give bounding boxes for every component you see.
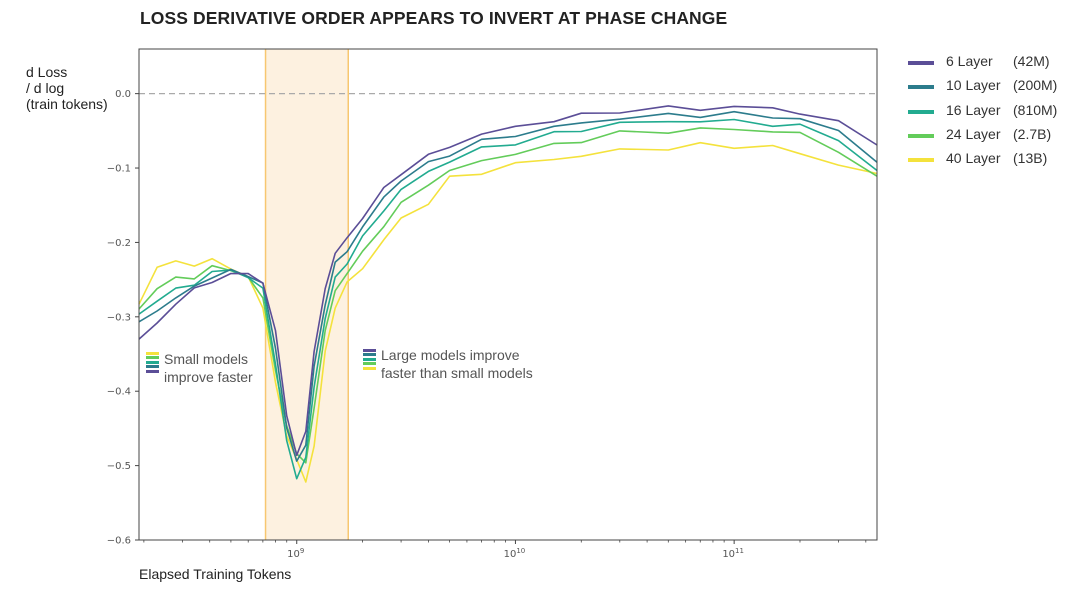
legend-params: (810M) bbox=[1013, 101, 1058, 118]
plot-frame bbox=[138, 48, 878, 541]
annotation-swatch bbox=[146, 365, 159, 369]
series-line-24-layer bbox=[138, 127, 878, 464]
annotation-large-models: Large models improve faster than small m… bbox=[363, 346, 533, 382]
y-tick-label: 0.0 bbox=[115, 89, 131, 100]
legend-label: 6 Layer bbox=[946, 53, 993, 69]
series-line-10-layer bbox=[138, 110, 878, 462]
legend-label: 10 Layer bbox=[946, 77, 1001, 94]
annotation-text-line: improve faster bbox=[164, 369, 253, 385]
y-axis-label: d Loss / d log (train tokens) bbox=[26, 64, 108, 112]
annotation-swatch bbox=[363, 366, 376, 370]
legend-params: (200M) bbox=[1013, 77, 1058, 94]
annotation-text-line: faster than small models bbox=[381, 365, 533, 381]
annotation-swatch bbox=[363, 362, 376, 366]
y-tick-label: −0.4 bbox=[107, 387, 131, 398]
x-tick-label: 1011 bbox=[722, 547, 744, 560]
y-tick-label: −0.1 bbox=[107, 164, 131, 175]
annotation-swatch bbox=[363, 353, 376, 357]
legend-params: (2.7B) bbox=[1013, 125, 1052, 142]
y-tick-label: −0.2 bbox=[107, 238, 131, 249]
y-axis-label-line-3: (train tokens) bbox=[26, 96, 108, 112]
y-tick-label: −0.6 bbox=[107, 536, 131, 547]
annotation-swatch bbox=[146, 369, 159, 373]
x-axis-label: Elapsed Training Tokens bbox=[139, 566, 292, 582]
annotation-text-line: Small models bbox=[164, 351, 249, 367]
legend-swatch bbox=[908, 109, 934, 114]
legend-label: 24 Layer bbox=[946, 125, 1001, 142]
legend-swatch bbox=[908, 158, 934, 163]
phase-change-band bbox=[265, 49, 349, 540]
annotation-text-line: Large models improve bbox=[381, 347, 520, 363]
annotation-swatch bbox=[146, 356, 159, 360]
annotation-swatch-stack bbox=[363, 349, 376, 371]
legend-params: (13B) bbox=[1013, 150, 1048, 167]
phase-change-band-layer bbox=[264, 49, 349, 540]
annotation-swatch bbox=[146, 360, 159, 364]
annotation-swatch bbox=[146, 352, 159, 355]
y-tick-label: −0.3 bbox=[107, 312, 131, 323]
axes-layer: 0.0 −0.1 −0.2 −0.3 −0.4 −0.5 −0.6 109 1010 1011 bbox=[107, 48, 878, 560]
x-tick-label: 1010 bbox=[504, 547, 526, 560]
chart-title: LOSS DERIVATIVE ORDER APPEARS TO INVERT … bbox=[140, 8, 728, 28]
series-layer bbox=[138, 105, 878, 483]
legend-swatch bbox=[908, 133, 934, 138]
y-tick-label: −0.5 bbox=[107, 461, 131, 472]
annotation-small-models: Small models improve faster bbox=[146, 350, 253, 386]
series-line-16-layer bbox=[138, 118, 878, 480]
y-axis-label-line-2: / d log bbox=[26, 80, 65, 96]
annotation-swatch bbox=[363, 349, 376, 352]
annotation-swatch-stack bbox=[146, 352, 159, 374]
x-tick-label: 109 bbox=[287, 547, 304, 560]
legend-label: 16 Layer bbox=[946, 101, 1001, 118]
annotation-swatch bbox=[363, 357, 376, 361]
legend-params: (42M) bbox=[1013, 53, 1050, 69]
series-line-6-layer bbox=[138, 105, 878, 457]
legend-label: 40 Layer bbox=[946, 150, 1001, 167]
legend-swatch bbox=[908, 85, 934, 90]
y-axis-label-line-1: d Loss bbox=[26, 64, 68, 80]
series-line-40-layer bbox=[138, 141, 878, 483]
legend-swatch bbox=[908, 61, 934, 65]
